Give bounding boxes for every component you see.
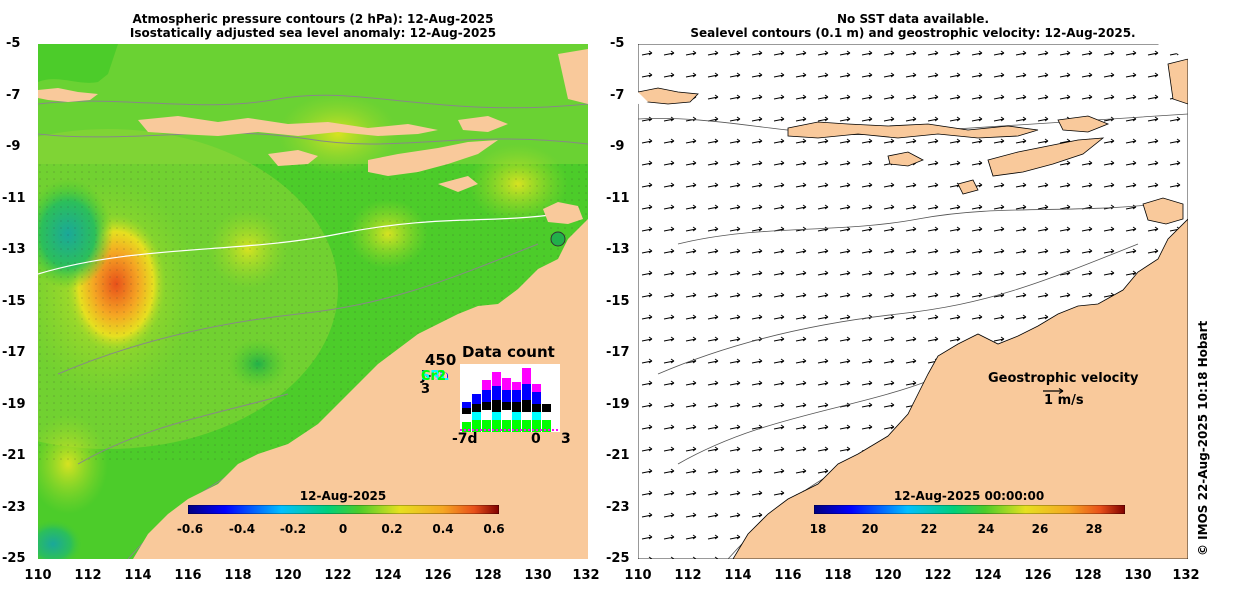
left-cb-tick-2: -0.2 — [279, 522, 307, 536]
left-cb-tick-4: 0.2 — [381, 522, 403, 536]
right-ytick-10: -25 — [606, 551, 630, 566]
bar-1 — [462, 402, 471, 432]
bar-8 — [532, 384, 541, 432]
left-colorbar — [188, 505, 499, 514]
right-xtick-7: 124 — [974, 568, 1002, 583]
right-ytick-4: -13 — [606, 242, 630, 257]
left-title-line1: Atmospheric pressure contours (2 hPa): 1… — [132, 12, 494, 26]
left-xtick-11: 132 — [572, 568, 600, 583]
left-ytick-6: -17 — [2, 345, 26, 360]
right-xtick-4: 118 — [824, 568, 852, 583]
right-xtick-6: 122 — [924, 568, 952, 583]
left-cb-tick-3: 0 — [338, 522, 348, 536]
left-xtick-9: 128 — [474, 568, 502, 583]
bar-5 — [502, 378, 511, 432]
right-cb-tick-2: 22 — [920, 522, 938, 536]
right-colorbar — [814, 505, 1125, 514]
left-ytick-9: -23 — [2, 500, 26, 515]
bar-9 — [542, 404, 551, 432]
left-ytick-3: -11 — [2, 191, 26, 206]
mission-cr2: Cr2 — [421, 369, 446, 384]
mission-s6a: S6a — [421, 369, 449, 384]
data-count-bars — [460, 364, 560, 432]
right-cb-tick-3: 24 — [977, 522, 995, 536]
bar-6 — [512, 382, 521, 432]
mission-s3a: S3a — [421, 369, 449, 384]
bar-2 — [472, 394, 481, 432]
right-map — [638, 44, 1188, 559]
mission-srl: SRL — [421, 369, 449, 384]
left-xtick-6: 122 — [324, 568, 352, 583]
data-count-x-start: -7d — [452, 431, 478, 447]
left-ytick-10: -25 — [2, 551, 26, 566]
left-ytick-1: -7 — [6, 88, 21, 103]
geostrophic-legend-title: Geostrophic velocity — [988, 371, 1139, 386]
right-title-line2: Sealevel contours (0.1 m) and geostrophi… — [690, 26, 1136, 40]
left-xtick-2: 114 — [124, 568, 152, 583]
right-cb-tick-5: 28 — [1085, 522, 1103, 536]
left-title-line2: Isostatically adjusted sea level anomaly… — [129, 26, 497, 40]
right-xtick-10: 130 — [1124, 568, 1152, 583]
left-cb-tick-0: -0.6 — [176, 522, 204, 536]
geostrophic-legend-scale: 1 m/s — [1044, 393, 1084, 408]
right-ytick-8: -21 — [606, 448, 630, 463]
left-ytick-2: -9 — [6, 139, 21, 154]
bar-4 — [492, 372, 501, 432]
right-ytick-9: -23 — [606, 500, 630, 515]
right-title-line1: No SST data available. — [836, 12, 989, 26]
left-xtick-1: 112 — [74, 568, 102, 583]
right-cb-tick-0: 18 — [809, 522, 827, 536]
right-xtick-2: 114 — [724, 568, 752, 583]
credit-text: © IMOS 22-Aug-2025 10:18 Hobart — [1196, 320, 1210, 556]
right-ytick-3: -11 — [606, 191, 630, 206]
left-xtick-0: 110 — [24, 568, 52, 583]
right-colorbar-title: 12-Aug-2025 00:00:00 — [893, 489, 1045, 503]
bar-7 — [522, 368, 531, 432]
right-xtick-11: 132 — [1172, 568, 1200, 583]
right-xtick-9: 128 — [1074, 568, 1102, 583]
left-xtick-5: 120 — [274, 568, 302, 583]
left-xtick-4: 118 — [224, 568, 252, 583]
left-map — [38, 44, 588, 559]
left-cb-tick-1: -0.4 — [228, 522, 256, 536]
mission-s3b: S3b — [421, 369, 449, 384]
left-colorbar-title: 12-Aug-2025 — [299, 489, 387, 503]
left-ytick-5: -15 — [2, 294, 26, 309]
right-ytick-2: -9 — [610, 139, 625, 154]
left-cb-tick-6: 0.6 — [483, 522, 505, 536]
right-ytick-7: -19 — [606, 397, 630, 412]
bar-3 — [482, 380, 491, 432]
left-ytick-7: -19 — [2, 397, 26, 412]
right-ytick-0: -5 — [610, 36, 625, 51]
right-cb-tick-1: 20 — [861, 522, 879, 536]
left-ytick-0: -5 — [6, 36, 21, 51]
data-count-title: Data count — [462, 343, 555, 361]
left-xtick-10: 130 — [524, 568, 552, 583]
right-xtick-5: 120 — [874, 568, 902, 583]
geostrophic-legend-arrow — [1043, 387, 1064, 395]
mission-j3: J-3 — [421, 369, 432, 397]
right-xtick-1: 112 — [674, 568, 702, 583]
left-cb-tick-5: 0.4 — [432, 522, 454, 536]
right-ytick-6: -17 — [606, 345, 630, 360]
left-xtick-3: 116 — [174, 568, 202, 583]
right-ytick-1: -7 — [610, 88, 625, 103]
right-cb-tick-4: 26 — [1031, 522, 1049, 536]
left-ytick-8: -21 — [2, 448, 26, 463]
right-xtick-3: 116 — [774, 568, 802, 583]
right-ytick-5: -15 — [606, 294, 630, 309]
data-count-max: 450 — [425, 351, 457, 369]
left-xtick-8: 126 — [424, 568, 452, 583]
left-xtick-7: 124 — [374, 568, 402, 583]
data-count-x-zero: 0 — [531, 431, 541, 447]
data-count-x-end: 3 — [561, 431, 571, 447]
left-ytick-4: -13 — [2, 242, 26, 257]
right-xtick-8: 126 — [1024, 568, 1052, 583]
right-xtick-0: 110 — [624, 568, 652, 583]
